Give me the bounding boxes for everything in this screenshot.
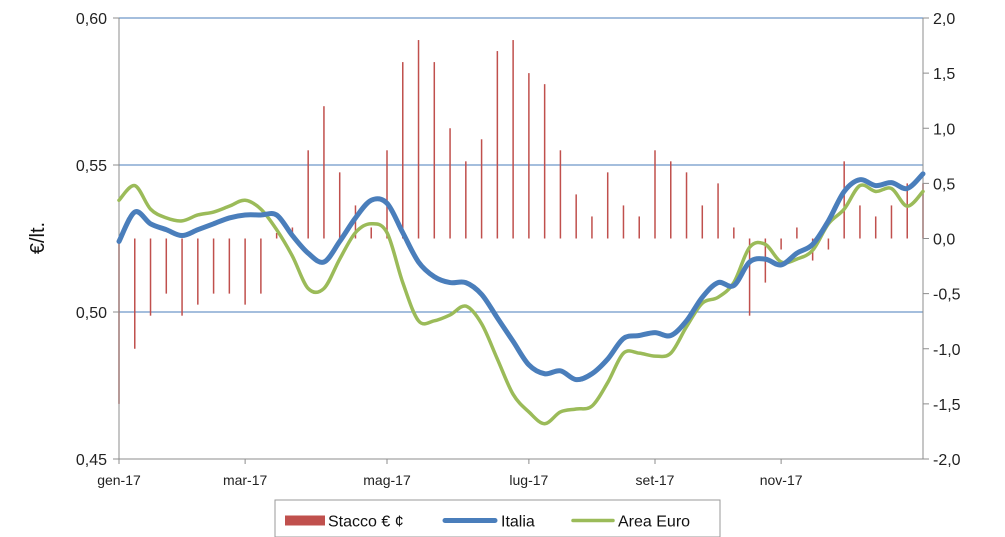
stacco-bar <box>449 128 451 239</box>
series-line-italia <box>116 171 926 383</box>
legend-label-italia: Italia <box>501 514 535 531</box>
stacco-bar <box>890 205 893 239</box>
stacco-bar <box>701 205 704 239</box>
stacco-bar <box>181 238 183 316</box>
stacco-bar <box>323 106 325 239</box>
stacco-bar <box>528 73 530 239</box>
x-tick-label: nov-17 <box>760 472 803 488</box>
stacco-bar <box>197 238 199 305</box>
stacco-bar <box>260 238 262 294</box>
stacco-bar <box>275 232 278 239</box>
stacco-bar <box>149 238 152 316</box>
stacco-bar <box>654 150 656 239</box>
stacco-bar <box>228 238 231 294</box>
axes <box>113 17 929 464</box>
stacco-bar <box>386 150 388 239</box>
stacco-bar <box>843 161 845 239</box>
y2-tick-label: -0,5 <box>933 287 961 304</box>
stacco-bar <box>417 40 420 239</box>
series-line-area-euro <box>117 183 925 426</box>
x-tick-label: mar-17 <box>223 472 268 488</box>
y2-tick-label: 0,0 <box>933 232 955 249</box>
y-tick-label: 0,50 <box>76 305 107 322</box>
stacco-bar <box>307 150 309 239</box>
legend-swatch-stacco <box>285 515 325 526</box>
stacco-bar <box>370 227 372 239</box>
line-series <box>116 171 926 426</box>
legend-label-area-euro: Area Euro <box>618 514 690 531</box>
stacco-bar <box>212 238 215 294</box>
stacco-bar <box>717 183 719 239</box>
stacco-bar <box>906 183 908 239</box>
stacco-bar <box>559 150 562 239</box>
legend: Stacco € ¢ Italia Area Euro <box>274 499 721 537</box>
x-tick-label: set-17 <box>636 472 675 488</box>
y-tick-label: 0,55 <box>76 158 107 175</box>
stacco-bar <box>480 139 483 239</box>
stacco-bar <box>670 161 672 239</box>
stacco-bar <box>748 238 751 316</box>
y2-tick-label: 0,5 <box>933 176 955 193</box>
stacco-bar <box>496 51 499 239</box>
y2-tick-label: -2,0 <box>933 452 961 469</box>
stacco-bar <box>591 216 593 239</box>
stacco-bar <box>165 238 168 294</box>
stacco-bar <box>512 40 514 239</box>
x-tick-label: lug-17 <box>509 472 548 488</box>
stacco-bar <box>338 172 341 239</box>
gridlines <box>119 17 923 313</box>
y2-tick-label: -1,0 <box>933 342 961 359</box>
bar-series-stacco <box>118 40 924 404</box>
stacco-bar <box>638 216 640 239</box>
stacco-bar <box>733 227 735 239</box>
stacco-bar <box>874 216 877 239</box>
stacco-bar <box>402 62 404 239</box>
y-tick-label: 0,45 <box>76 452 107 469</box>
tick-labels: 0,45 0,50 0,55 0,60 -2,0 -1,5 -1,0 -0,5 0,0 0,5 1,… <box>76 11 961 488</box>
y2-tick-label: -1,5 <box>933 397 961 414</box>
stacco-bar <box>465 161 467 239</box>
y2-tick-label: 2,0 <box>933 11 955 28</box>
y-tick-label: 0,60 <box>76 11 107 28</box>
stacco-bar <box>606 172 609 239</box>
stacco-bar <box>796 227 798 239</box>
legend-box <box>274 499 721 537</box>
stacco-bar <box>244 238 246 305</box>
stacco-bar <box>543 84 546 239</box>
stacco-bar <box>859 205 861 239</box>
stacco-bar <box>134 238 136 349</box>
stacco-bar <box>780 238 782 250</box>
legend-label-stacco: Stacco € ¢ <box>328 514 404 531</box>
y-axis-label: €/lt. <box>27 222 49 254</box>
stacco-bar <box>827 238 830 250</box>
stacco-bar <box>685 172 688 239</box>
stacco-bar <box>622 205 625 239</box>
y2-tick-label: 1,5 <box>933 66 955 83</box>
y2-tick-label: 1,0 <box>933 121 955 138</box>
stacco-bar <box>575 194 577 239</box>
x-tick-label: mag-17 <box>363 472 411 488</box>
stacco-bar <box>433 62 436 239</box>
x-tick-label: gen-17 <box>97 472 141 488</box>
